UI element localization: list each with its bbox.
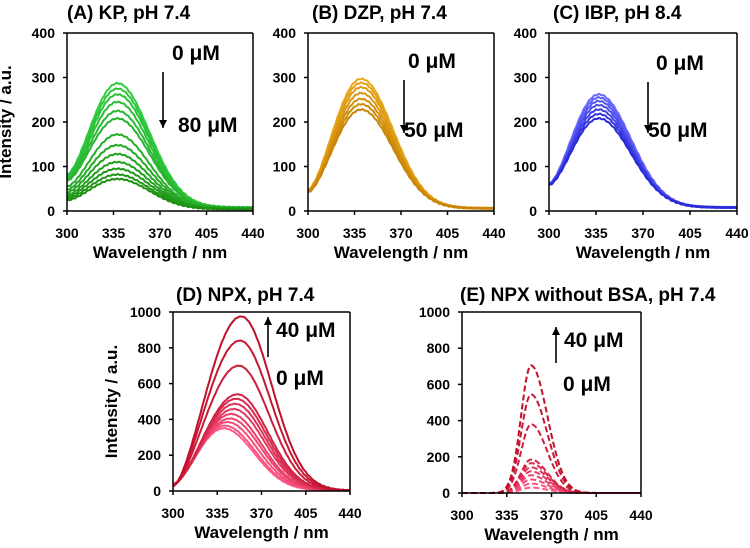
concentration-label: 0 μM xyxy=(172,42,220,65)
series-line xyxy=(307,81,495,210)
chart-panel-a: (A) KP, pH 7.4 300 335 370 405 440 0 100 200 300 4… xyxy=(0,3,265,262)
y-tick-label: 600 xyxy=(138,376,162,392)
x-tick-label: 440 xyxy=(629,507,653,523)
series-line xyxy=(173,393,351,492)
y-tick-label: 200 xyxy=(32,114,56,130)
x-tick-label: 335 xyxy=(584,225,608,241)
x-tick-label: 440 xyxy=(482,225,506,241)
x-tick-label: 335 xyxy=(102,225,126,241)
concentration-label: 0 μM xyxy=(276,367,324,390)
chart-title: (A) KP, pH 7.4 xyxy=(67,3,191,24)
x-tick-label: 440 xyxy=(725,225,749,241)
y-tick-label: 800 xyxy=(427,340,451,356)
x-tick-label: 405 xyxy=(294,505,318,521)
series-line xyxy=(462,482,641,494)
y-tick-label: 100 xyxy=(273,159,297,175)
concentration-label: 0 μM xyxy=(563,373,611,396)
x-tick-label: 300 xyxy=(55,225,79,241)
y-tick-label: 0 xyxy=(529,203,537,219)
y-tick-label: 800 xyxy=(138,340,162,356)
x-axis-label: Wavelength / nm xyxy=(194,523,328,542)
x-tick-label: 405 xyxy=(195,225,219,241)
x-tick-label: 440 xyxy=(338,505,362,521)
chart-panel-b: (B) DZP, pH 7.4 300 335 370 405 440 0 100 200 300… xyxy=(273,3,506,262)
chart-panel-e: (E) NPX without BSA, pH 7.4 300 335 370 405 4… xyxy=(419,285,716,544)
series-line xyxy=(548,92,738,210)
concentration-label: 40 μM xyxy=(564,329,624,352)
concentration-label: 80 μM xyxy=(178,114,238,137)
x-tick-label: 335 xyxy=(206,505,230,521)
series-line xyxy=(549,99,738,209)
y-tick-label: 300 xyxy=(514,70,538,86)
y-tick-label: 400 xyxy=(32,25,56,41)
y-tick-label: 100 xyxy=(514,159,538,175)
y-axis-label: Intensity / a.u. xyxy=(0,65,15,178)
y-tick-label: 0 xyxy=(288,203,296,219)
chart-title: (D) NPX, pH 7.4 xyxy=(176,285,315,306)
y-tick-label: 200 xyxy=(427,449,451,465)
y-tick-label: 200 xyxy=(138,447,162,463)
x-tick-label: 300 xyxy=(450,507,474,523)
series-line xyxy=(172,364,351,492)
chart-panel-d: (D) NPX, pH 7.4 300 335 370 405 440 0 200 400 600… xyxy=(102,285,362,542)
series-line xyxy=(548,103,738,210)
series-line xyxy=(548,116,738,210)
series-line xyxy=(307,107,495,210)
x-tick-label: 370 xyxy=(389,225,413,241)
x-axis-label: Wavelength / nm xyxy=(484,525,618,544)
x-tick-label: 405 xyxy=(678,225,702,241)
x-tick-label: 370 xyxy=(540,507,564,523)
series-line xyxy=(548,96,738,209)
series-line xyxy=(172,339,351,492)
concentration-label: 40 μM xyxy=(276,319,336,342)
arrow-head xyxy=(400,125,408,133)
y-tick-label: 0 xyxy=(47,203,55,219)
x-tick-label: 300 xyxy=(296,225,320,241)
y-tick-label: 0 xyxy=(153,483,161,499)
y-tick-label: 300 xyxy=(273,70,297,86)
y-tick-label: 1000 xyxy=(419,304,450,320)
chart-title: (B) DZP, pH 7.4 xyxy=(312,3,447,24)
y-tick-label: 200 xyxy=(514,114,538,130)
x-tick-label: 335 xyxy=(495,507,519,523)
y-tick-label: 1000 xyxy=(130,304,161,320)
arrow-head xyxy=(552,327,560,335)
concentration-label: 0 μM xyxy=(408,50,456,73)
x-tick-label: 440 xyxy=(241,225,265,241)
chart-title: (C) IBP, pH 8.4 xyxy=(553,3,682,24)
x-tick-label: 300 xyxy=(161,505,185,521)
y-axis-label: Intensity / a.u. xyxy=(102,345,121,458)
arrow-head xyxy=(644,125,652,133)
x-tick-label: 405 xyxy=(436,225,460,241)
chart-title: (E) NPX without BSA, pH 7.4 xyxy=(460,285,716,306)
y-tick-label: 400 xyxy=(273,25,297,41)
y-tick-label: 400 xyxy=(514,25,538,41)
series-line xyxy=(66,177,254,211)
y-tick-label: 300 xyxy=(32,70,56,86)
x-axis-label: Wavelength / nm xyxy=(334,243,468,262)
series-line xyxy=(172,315,351,492)
y-tick-label: 100 xyxy=(32,159,56,175)
concentration-label: 50 μM xyxy=(404,119,464,142)
x-axis-label: Wavelength / nm xyxy=(93,243,227,262)
series-line xyxy=(462,364,641,494)
x-tick-label: 405 xyxy=(585,507,609,523)
x-axis-label: Wavelength / nm xyxy=(576,243,710,262)
x-tick-label: 370 xyxy=(148,225,172,241)
x-tick-label: 370 xyxy=(631,225,655,241)
concentration-label: 50 μM xyxy=(648,119,708,142)
arrow-head xyxy=(264,317,272,325)
x-tick-label: 300 xyxy=(537,225,561,241)
y-tick-label: 0 xyxy=(442,485,450,501)
y-tick-label: 400 xyxy=(138,411,162,427)
concentration-label: 0 μM xyxy=(656,52,704,75)
x-tick-label: 335 xyxy=(343,225,367,241)
y-tick-label: 600 xyxy=(427,376,451,392)
x-tick-label: 370 xyxy=(250,505,274,521)
y-tick-label: 200 xyxy=(273,114,297,130)
arrow-head xyxy=(159,120,167,128)
y-tick-label: 400 xyxy=(427,413,451,429)
chart-panel-c: (C) IBP, pH 8.4 300 335 370 405 440 0 100 200 300… xyxy=(514,3,749,262)
